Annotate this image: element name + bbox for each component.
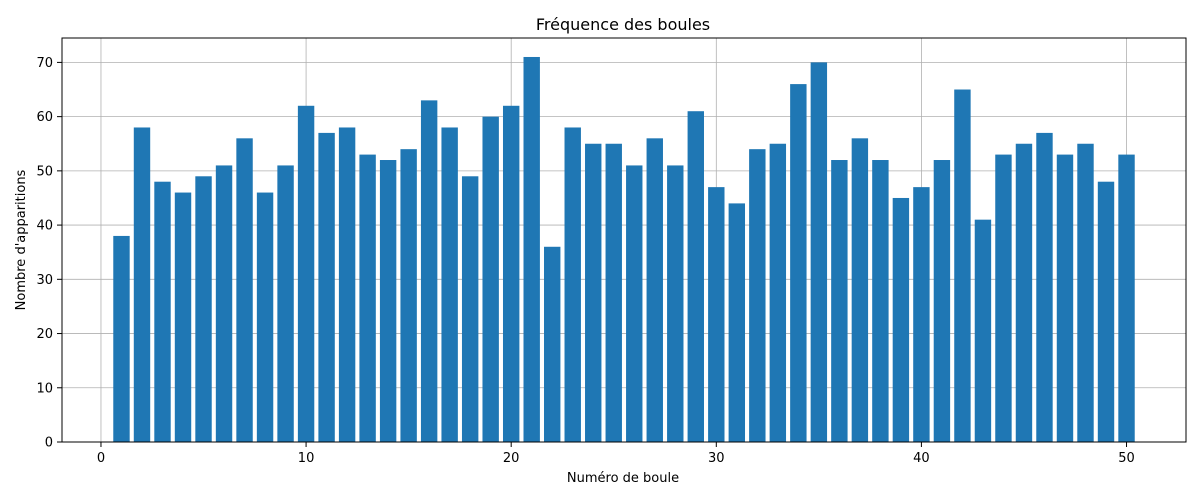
x-tick-label: 0 [97,451,105,466]
y-axis-label: Nombre d'apparitions [14,169,29,310]
bar-13 [359,154,376,442]
y-tick-label: 70 [36,56,53,71]
x-tick-label: 50 [1118,451,1135,466]
bar-23 [564,127,581,443]
bar-22 [544,246,561,442]
bar-37 [851,138,869,442]
bar-5 [195,176,212,443]
bar-9 [277,165,294,442]
y-tick-label: 30 [36,273,53,288]
x-tick-label: 10 [298,451,315,466]
bar-19 [482,116,499,443]
bar-15 [400,149,417,442]
bar-50 [1118,154,1135,442]
bar-2 [133,127,151,443]
bar-36 [831,160,848,442]
y-tick-label: 50 [36,164,53,179]
x-axis-label: Numéro de boule [567,471,679,486]
bar-27 [646,138,663,442]
y-tick-label: 20 [36,327,53,342]
bar-48 [1077,143,1094,442]
bar-1 [113,235,130,442]
bar-8 [256,192,274,442]
bar-21 [523,56,540,443]
bar-45 [1015,143,1033,442]
bar-16 [420,100,438,442]
bar-34 [790,84,807,442]
bar-3 [154,181,171,442]
x-tick-label: 20 [503,451,520,466]
bar-18 [461,176,479,443]
bar-40 [913,187,930,442]
y-tick-label: 60 [36,110,53,125]
bar-47 [1056,154,1074,442]
bar-4 [174,192,192,442]
bar-28 [667,165,684,442]
chart-title: Fréquence des boules [536,15,710,34]
x-tick-label: 40 [913,451,930,466]
bar-43 [974,219,992,442]
bar-29 [687,111,704,442]
bar-32 [749,149,766,442]
bar-10 [297,105,315,443]
bar-46 [1036,132,1053,442]
bar-25 [605,143,622,442]
ticks-layer: 0 10 20 30 40 50 0 10 20 30 40 50 60 70 [36,56,1134,466]
bar-31 [728,203,746,442]
bar-49 [1097,181,1115,442]
bar-26 [626,165,643,442]
bar-17 [441,127,458,443]
bar-30 [708,187,725,442]
y-tick-label: 0 [45,436,53,451]
y-tick-label: 40 [36,219,53,234]
bar-12 [338,127,356,443]
bar-24 [585,143,602,442]
bar-20 [502,105,520,443]
bar-11 [318,132,335,442]
x-tick-label: 30 [708,451,725,466]
bar-38 [872,160,889,442]
bar-6 [215,165,233,442]
bar-35 [810,62,828,443]
bar-42 [954,89,971,442]
bar-39 [892,197,910,442]
bar-41 [933,160,951,442]
bar-33 [769,143,787,442]
bar-44 [995,154,1012,442]
plot-frame [61,37,1187,443]
bars-layer [113,56,1135,443]
y-tick-label: 10 [36,381,53,396]
bar-7 [236,138,253,442]
bar-14 [379,160,397,442]
